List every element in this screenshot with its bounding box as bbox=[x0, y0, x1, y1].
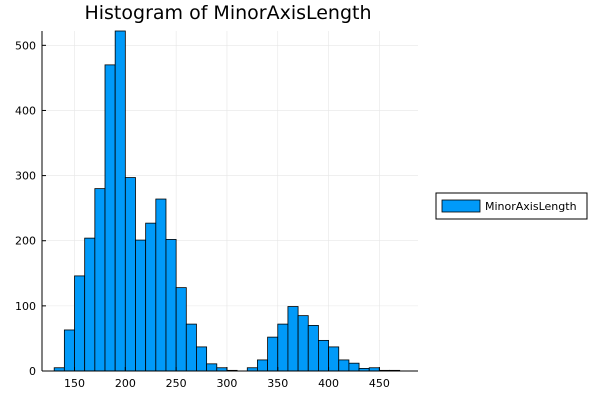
histogram-bar bbox=[185, 323, 197, 372]
histogram-bar bbox=[94, 188, 106, 372]
histogram-bar bbox=[196, 346, 208, 372]
chart-title: Histogram of MinorAxisLength bbox=[84, 2, 371, 24]
x-tick-label: 400 bbox=[318, 377, 339, 390]
histogram-bar bbox=[124, 177, 136, 372]
histogram-bar bbox=[104, 64, 116, 372]
y-tick-label: 500 bbox=[15, 39, 36, 52]
histogram-bar bbox=[338, 359, 350, 372]
y-tick-label: 300 bbox=[15, 170, 36, 183]
histogram-bar bbox=[63, 329, 75, 372]
histogram-bar bbox=[114, 30, 126, 372]
x-tick-label: 300 bbox=[216, 377, 237, 390]
histogram-bar bbox=[277, 323, 289, 372]
histogram-bar bbox=[74, 275, 86, 372]
legend[interactable]: MinorAxisLength bbox=[435, 192, 588, 220]
histogram-bar bbox=[287, 306, 299, 372]
x-tick-label: 200 bbox=[115, 377, 136, 390]
histogram-bar bbox=[328, 346, 340, 372]
x-tick-label: 150 bbox=[64, 377, 85, 390]
histogram-bar bbox=[348, 362, 360, 372]
legend-label: MinorAxisLength bbox=[485, 200, 577, 213]
histogram-bar bbox=[307, 325, 319, 372]
y-tick-label: 100 bbox=[15, 300, 36, 313]
y-tick-label: 200 bbox=[15, 235, 36, 248]
histogram-bar bbox=[155, 198, 167, 372]
histogram-bar bbox=[206, 363, 218, 372]
histogram-bar bbox=[135, 239, 147, 372]
histogram-bar bbox=[165, 239, 177, 372]
histogram-bar bbox=[175, 287, 187, 372]
y-tick-label: 400 bbox=[15, 104, 36, 117]
ticks: 150 200 250 300 350 400 450 0 100 200 300 400 500 bbox=[15, 39, 390, 390]
histogram-bar bbox=[267, 336, 279, 372]
y-tick-label: 0 bbox=[29, 365, 36, 378]
x-tick-label: 250 bbox=[166, 377, 187, 390]
x-tick-label: 450 bbox=[369, 377, 390, 390]
x-tick-label: 350 bbox=[267, 377, 288, 390]
histogram-bar bbox=[297, 315, 309, 372]
histogram-bar bbox=[145, 222, 157, 372]
axes bbox=[41, 31, 418, 372]
histogram-bar bbox=[84, 237, 96, 372]
histogram-bar bbox=[318, 339, 329, 372]
legend-swatch bbox=[441, 199, 481, 213]
histogram-bar bbox=[257, 359, 268, 372]
